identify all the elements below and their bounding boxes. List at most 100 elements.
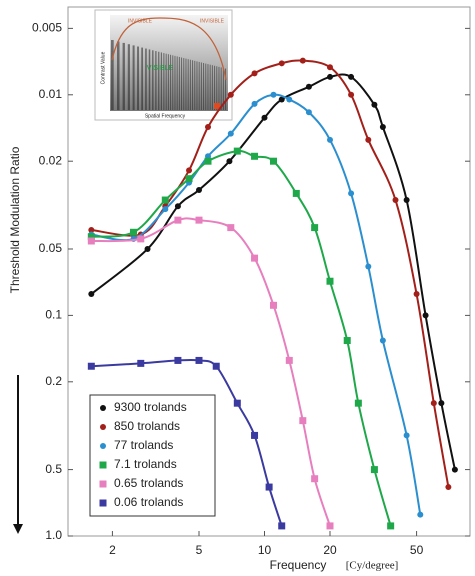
grating-bar bbox=[200, 62, 202, 110]
data-point bbox=[226, 158, 233, 165]
grating-bar bbox=[185, 58, 187, 110]
grating-bar bbox=[220, 67, 222, 110]
grating-bar bbox=[137, 46, 139, 110]
y-tick-label: 0.01 bbox=[39, 87, 63, 101]
data-point bbox=[278, 522, 286, 530]
grating-bar bbox=[183, 58, 185, 110]
legend-marker bbox=[99, 499, 107, 507]
data-point bbox=[251, 70, 258, 77]
grating-bar bbox=[211, 65, 213, 110]
legend-label: 9300 trolands bbox=[114, 400, 187, 414]
y-axis-title: Threshold Modulation Ratio bbox=[8, 146, 22, 293]
data-point bbox=[403, 432, 410, 439]
data-point bbox=[422, 312, 429, 319]
data-point bbox=[311, 224, 319, 232]
data-point bbox=[278, 60, 285, 67]
inset-label: Spatial Frequency bbox=[145, 113, 186, 119]
data-point bbox=[174, 203, 181, 210]
data-point bbox=[205, 124, 212, 131]
legend-box bbox=[89, 394, 216, 517]
data-point bbox=[305, 109, 312, 116]
data-point bbox=[270, 301, 278, 309]
data-point bbox=[326, 136, 333, 143]
data-point bbox=[251, 100, 258, 107]
y-tick-label: 0.5 bbox=[45, 462, 62, 476]
x-tick-label: 2 bbox=[109, 543, 116, 557]
data-point bbox=[195, 356, 203, 364]
inset-bars bbox=[111, 40, 227, 111]
legend-label: 850 trolands bbox=[114, 419, 180, 433]
grating-bar bbox=[148, 49, 151, 110]
data-point bbox=[227, 130, 234, 137]
data-point bbox=[227, 91, 234, 98]
data-point bbox=[326, 64, 333, 71]
data-point bbox=[348, 190, 355, 197]
data-point bbox=[392, 197, 399, 204]
grating-bar bbox=[207, 64, 209, 110]
inset-marker bbox=[214, 103, 220, 109]
legend-label: 77 trolands bbox=[114, 438, 173, 452]
legend-marker bbox=[100, 405, 106, 411]
grating-bar bbox=[187, 59, 189, 110]
data-point bbox=[129, 228, 137, 236]
data-point bbox=[137, 359, 145, 367]
x-tick-label: 5 bbox=[196, 543, 203, 557]
grating-bar bbox=[152, 50, 154, 110]
x-tick-label: 50 bbox=[410, 543, 424, 557]
x-tick-label: 20 bbox=[323, 543, 337, 557]
grating-bar bbox=[111, 40, 114, 110]
grating-bar bbox=[132, 45, 135, 111]
data-point bbox=[174, 356, 182, 364]
data-point bbox=[285, 356, 293, 364]
y-tick-label: 0.05 bbox=[39, 241, 63, 255]
grating-bar bbox=[145, 48, 147, 110]
data-point bbox=[430, 400, 437, 407]
data-point bbox=[438, 400, 445, 407]
data-point bbox=[326, 522, 334, 530]
grating-bar bbox=[127, 44, 130, 110]
data-point bbox=[270, 157, 278, 165]
data-point bbox=[185, 175, 193, 183]
grating-bar bbox=[122, 42, 125, 110]
grating-bar bbox=[194, 60, 196, 110]
grating-bar bbox=[170, 54, 172, 110]
data-point bbox=[348, 73, 355, 80]
y-tick-label: 1.0 bbox=[45, 528, 62, 542]
data-point bbox=[451, 466, 458, 473]
data-point bbox=[87, 233, 95, 241]
plot-frame bbox=[67, 6, 471, 537]
data-point bbox=[299, 417, 307, 425]
data-point bbox=[387, 522, 395, 530]
grating-bar bbox=[209, 64, 211, 110]
grating-bar bbox=[205, 63, 207, 110]
data-point bbox=[326, 73, 333, 80]
inset-label: Contrast Value bbox=[100, 51, 106, 84]
data-point bbox=[343, 337, 351, 345]
data-point bbox=[227, 224, 235, 232]
x-tick-label: 10 bbox=[258, 543, 272, 557]
data-point bbox=[233, 399, 241, 407]
data-point bbox=[379, 337, 386, 344]
grating-bar bbox=[196, 61, 198, 110]
data-point bbox=[278, 96, 285, 103]
data-point bbox=[87, 237, 95, 245]
grating-bar bbox=[222, 67, 224, 110]
series-line bbox=[91, 93, 422, 515]
data-point bbox=[195, 186, 202, 193]
grating-bar bbox=[141, 47, 144, 110]
data-point bbox=[137, 235, 145, 243]
legend-label: 7.1 trolands bbox=[114, 457, 177, 471]
data-point bbox=[286, 96, 293, 103]
data-point bbox=[371, 101, 378, 108]
grating-bar bbox=[218, 66, 220, 110]
data-point bbox=[204, 157, 212, 165]
grating-bar bbox=[117, 41, 120, 110]
data-point bbox=[417, 511, 424, 518]
data-point bbox=[265, 483, 273, 491]
data-point bbox=[195, 216, 203, 224]
data-point bbox=[379, 124, 386, 131]
legend-label: 0.06 trolands bbox=[114, 495, 183, 509]
legend-marker bbox=[99, 480, 107, 488]
inset-label: INVISIBLE bbox=[128, 18, 153, 24]
grating-bar bbox=[225, 68, 227, 110]
